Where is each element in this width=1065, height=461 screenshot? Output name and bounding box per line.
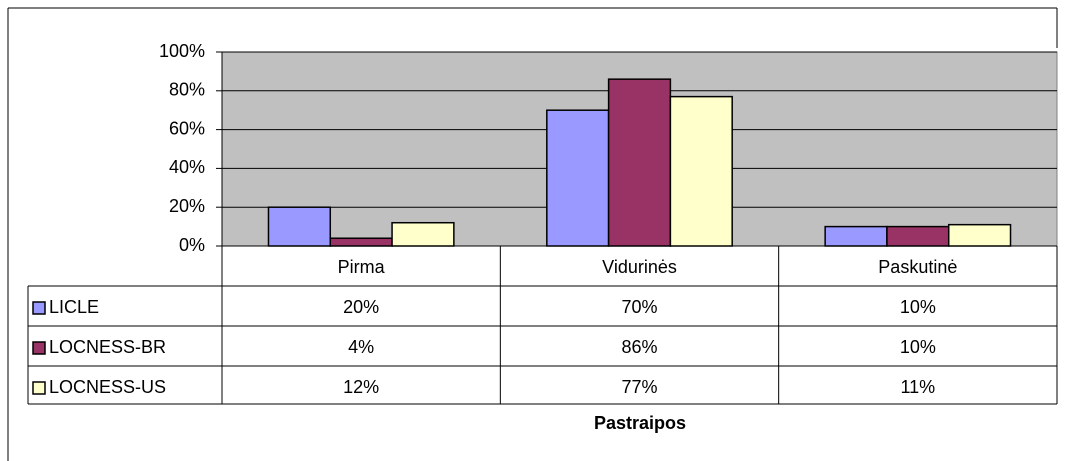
y-tick-label: 60% (169, 118, 205, 138)
bar (391, 221, 455, 247)
table-value: 4% (348, 337, 374, 357)
table-value: 70% (621, 297, 657, 317)
y-tick-label: 80% (169, 80, 205, 100)
table-value: 10% (900, 337, 936, 357)
x-tick-label: Vidurinės (602, 257, 677, 277)
bar (267, 206, 332, 247)
legend-key (32, 381, 46, 395)
y-tick-label: 100% (159, 41, 205, 61)
y-tick-label: 20% (169, 196, 205, 216)
table-value: 20% (343, 297, 379, 317)
y-tick-label: 0% (179, 235, 205, 255)
bar (669, 95, 733, 247)
x-axis-title: Pastraipos (594, 413, 686, 433)
bar (886, 225, 950, 247)
table-value: 10% (900, 297, 936, 317)
table-value: 86% (621, 337, 657, 357)
bar (824, 225, 888, 247)
bar (947, 223, 1012, 247)
y-tick-label: 40% (169, 157, 205, 177)
bar (329, 237, 393, 247)
table-value: 11% (900, 377, 935, 397)
legend-label: LOCNESS-US (49, 377, 166, 397)
legend-key (32, 341, 46, 355)
x-tick-label: Pirma (338, 257, 386, 277)
x-tick-label: Paskutinė (878, 257, 957, 277)
bar (607, 78, 672, 247)
table-value: 77% (621, 377, 657, 397)
table-value: 12% (343, 377, 379, 397)
legend-label: LOCNESS-BR (49, 337, 166, 357)
bar (546, 109, 610, 247)
legend-key (32, 301, 46, 315)
legend-label: LICLE (49, 297, 99, 317)
